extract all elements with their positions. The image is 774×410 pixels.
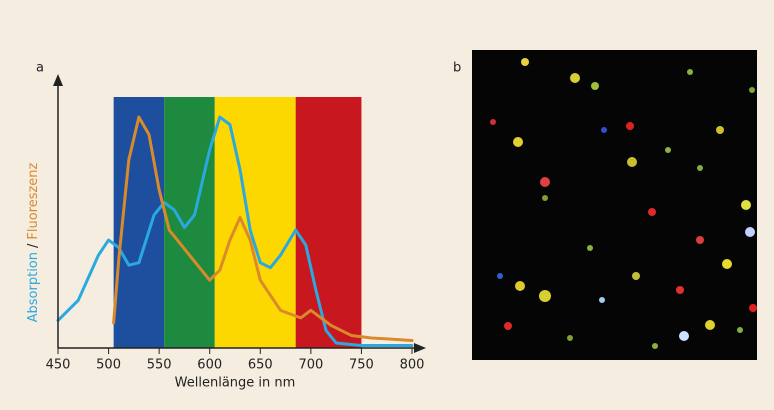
x-tick-label: 500 <box>96 358 121 373</box>
color-band <box>214 97 296 348</box>
panel-label: a <box>36 61 44 76</box>
panel-label: b <box>453 61 461 76</box>
color-band <box>295 97 362 348</box>
y-axis-arrow <box>53 74 63 86</box>
series-line <box>112 115 414 342</box>
x-tick-label: 450 <box>46 358 71 373</box>
y-axis-label-part: Fluoreszenz <box>26 162 41 239</box>
x-tick-label: 550 <box>147 358 172 373</box>
x-tick-label: 750 <box>349 358 374 373</box>
x-axis-arrow <box>414 343 426 353</box>
series-line <box>56 115 414 347</box>
x-axis-label: Wellenlänge in nm <box>175 376 296 391</box>
micrograph <box>472 50 757 360</box>
y-axis-label: Absorption / Fluoreszenz <box>26 162 41 322</box>
x-tick-label: 700 <box>298 358 323 373</box>
fluorescent-spots <box>490 58 757 349</box>
x-tick-label: 600 <box>197 358 222 373</box>
image-frame <box>472 50 757 360</box>
x-tick-label: 650 <box>248 358 273 373</box>
spectrum-chart: 450 500 550 600 650 700 750 800 Wellenlänge in n… <box>26 74 426 391</box>
y-axis-label-part: Absorption <box>26 252 41 322</box>
y-axis-label-part: / <box>26 243 41 248</box>
x-tick-label: 800 <box>400 358 425 373</box>
